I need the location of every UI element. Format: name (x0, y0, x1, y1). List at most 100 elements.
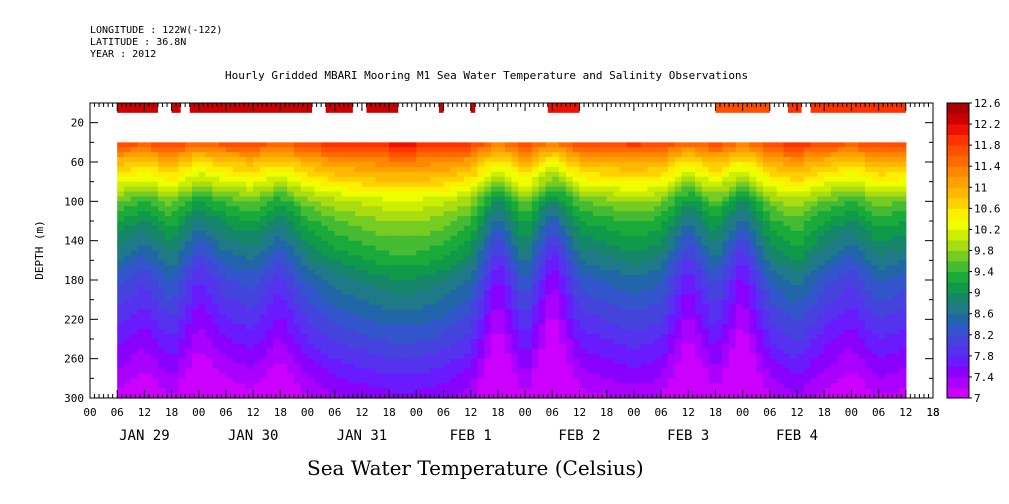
heatmap-cell (511, 250, 519, 257)
heatmap-cell (715, 186, 723, 193)
heatmap-cell (701, 348, 710, 355)
heatmap-cell (389, 191, 397, 198)
heatmap-cell (450, 211, 458, 217)
heatmap-cell (695, 393, 703, 399)
heatmap-cell (511, 383, 519, 389)
heatmap-cell (246, 373, 254, 379)
heatmap-cell (130, 275, 139, 281)
heatmap-cell (729, 142, 737, 148)
heatmap-cell (321, 181, 329, 188)
heatmap-cell (361, 211, 370, 217)
heatmap-cell (470, 319, 479, 325)
heatmap-cell (559, 201, 567, 207)
heatmap-cell (164, 304, 173, 311)
heatmap-cell (300, 221, 309, 227)
heatmap-cell (130, 319, 139, 325)
heatmap-cell (450, 378, 458, 384)
heatmap-cell (355, 196, 363, 202)
heatmap-cell (151, 235, 159, 242)
heatmap-cell (266, 393, 275, 399)
heatmap-cell (416, 201, 424, 207)
heatmap-cell (185, 216, 193, 222)
heatmap-cell (171, 206, 179, 212)
heatmap-cell (627, 294, 635, 301)
heatmap-cell (606, 265, 615, 271)
heatmap-cell (579, 230, 587, 237)
heatmap-cell (457, 201, 465, 207)
heatmap-cell (246, 221, 254, 227)
heatmap-cell (355, 157, 363, 163)
heatmap-cell (593, 353, 601, 360)
heatmap-cell (246, 235, 254, 242)
heatmap-cell (518, 230, 526, 237)
heatmap-cell (756, 211, 764, 217)
heatmap-cell (647, 245, 655, 252)
heatmap-cell (151, 284, 159, 291)
heatmap-cell (164, 319, 173, 325)
heatmap-cell (232, 162, 241, 168)
heatmap-cell (627, 304, 635, 311)
heatmap-cell (735, 368, 744, 375)
heatmap-cell (518, 166, 526, 173)
heatmap-cell (389, 265, 397, 271)
heatmap-cell (123, 299, 132, 306)
heatmap-cell (593, 289, 601, 296)
heatmap-cell (341, 147, 349, 153)
heatmap-cell (511, 245, 519, 252)
heatmap-cell (729, 280, 737, 286)
heatmap-cell (355, 348, 363, 355)
heatmap-cell (701, 299, 710, 306)
heatmap-cell (314, 309, 322, 316)
heatmap-cell (735, 388, 744, 394)
heatmap-cell (613, 339, 621, 345)
heatmap-cell (552, 235, 560, 242)
heatmap-cell (518, 353, 526, 360)
heatmap-cell (491, 181, 499, 188)
heatmap-cell (735, 157, 744, 163)
heatmap-cell (729, 343, 737, 350)
heatmap-cell (579, 348, 587, 355)
heatmap-cell (763, 152, 771, 158)
heatmap-cell (239, 230, 247, 237)
heatmap-cell (123, 378, 132, 384)
heatmap-cell (735, 309, 744, 316)
heatmap-cell (212, 388, 220, 394)
heatmap-cell (572, 216, 581, 222)
heatmap-cell (647, 353, 655, 360)
heatmap-cell (715, 255, 723, 261)
heatmap-cell (477, 334, 485, 340)
heatmap-cell (565, 373, 574, 379)
heatmap-cell (457, 245, 465, 252)
heatmap-cell (497, 368, 506, 375)
heatmap-cell (178, 329, 186, 335)
heatmap-cell (321, 211, 329, 217)
heatmap-cell (470, 304, 479, 311)
heatmap-cell (416, 196, 424, 202)
heatmap-cell (402, 196, 411, 202)
heatmap-cell (715, 280, 723, 286)
heatmap-cell (219, 358, 227, 365)
heatmap-cell (484, 319, 492, 325)
heatmap-cell (334, 201, 343, 207)
heatmap-cell (355, 275, 363, 281)
heatmap-cell (423, 245, 431, 252)
heatmap-cell (545, 388, 553, 394)
heatmap-cell (321, 260, 329, 266)
heatmap-cell (559, 230, 567, 237)
heatmap-cell (130, 265, 139, 271)
heatmap-cell (701, 289, 710, 296)
heatmap-cell (253, 166, 261, 173)
heatmap-cell (273, 368, 281, 375)
heatmap-cell (375, 265, 383, 271)
heatmap-cell (654, 378, 662, 384)
heatmap-cell (171, 353, 179, 360)
heatmap-cell (355, 309, 363, 316)
heatmap-cell (586, 324, 594, 330)
heatmap-cell (742, 250, 751, 257)
heatmap-cell (205, 309, 213, 316)
heatmap-cell (504, 388, 513, 394)
heatmap-cell (368, 157, 377, 163)
heatmap-cell (151, 260, 159, 266)
heatmap-cell (137, 334, 145, 340)
heatmap-cell (627, 240, 635, 247)
